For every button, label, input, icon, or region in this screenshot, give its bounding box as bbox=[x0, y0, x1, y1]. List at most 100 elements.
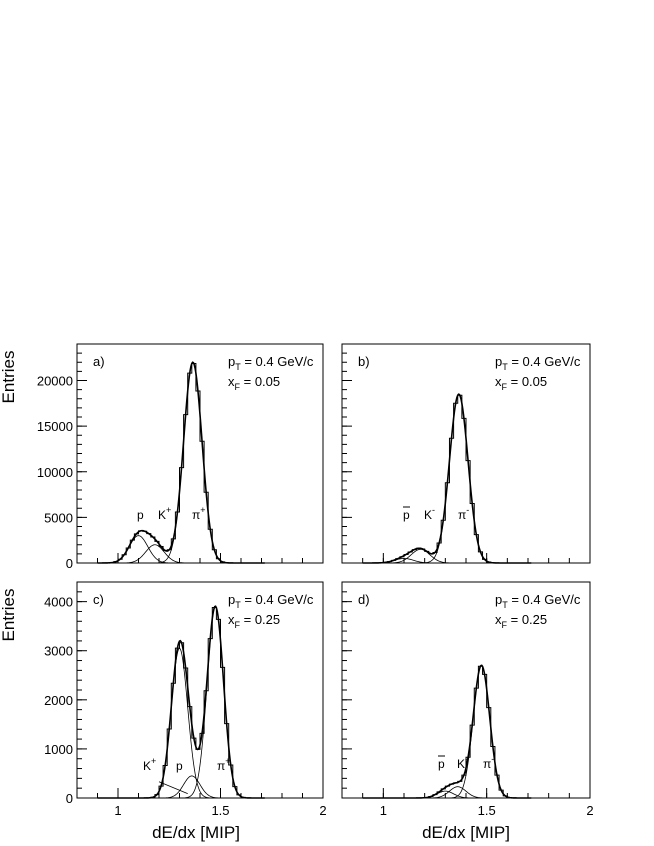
particle-symbol: K bbox=[424, 508, 432, 522]
xf-symbol: x bbox=[228, 612, 235, 627]
y-tick-label: 0 bbox=[66, 556, 73, 571]
particle-charge: - bbox=[466, 505, 469, 515]
xf-text: xF = 0.05 bbox=[228, 374, 280, 392]
xf-subscript: F bbox=[235, 620, 241, 630]
particle-symbol: π bbox=[483, 757, 491, 771]
pt-value: = 0.4 GeV/c bbox=[241, 592, 314, 607]
xf-value: = 0.25 bbox=[507, 612, 547, 627]
y-tick-label: 3000 bbox=[44, 644, 73, 659]
pt-value: = 0.4 GeV/c bbox=[508, 592, 581, 607]
panel-b: b) pT = 0.4 GeV/cxF = 0.05p K-π- bbox=[341, 343, 591, 564]
y-tick-label: 1000 bbox=[44, 742, 73, 757]
fit-component-curve bbox=[420, 786, 495, 799]
panel-a: 0 5000 10000 15000 20000 a) pT = 0.4 GeV/c xF =… bbox=[37, 343, 324, 571]
particle-symbol: p bbox=[403, 508, 410, 522]
particle-label: K+ bbox=[158, 505, 171, 522]
fit-component-curve bbox=[113, 544, 197, 564]
particle-symbol: p bbox=[137, 508, 144, 522]
particle-label: p bbox=[176, 759, 183, 773]
particle-symbol: p bbox=[438, 757, 445, 771]
xf-subscript: F bbox=[235, 382, 241, 392]
pt-subscript: T bbox=[235, 600, 241, 610]
particle-symbol: p bbox=[176, 759, 183, 773]
particle-label: π+ bbox=[217, 756, 231, 773]
xf-subscript: F bbox=[502, 382, 508, 392]
y-axis-title-bottom: Entries bbox=[0, 589, 18, 642]
x-tick-label: 2 bbox=[586, 803, 593, 818]
panel-label: c) bbox=[93, 592, 104, 607]
particle-symbol: K bbox=[143, 759, 151, 773]
x-tick-label: 1.5 bbox=[211, 803, 229, 818]
particle-label: p bbox=[403, 508, 410, 522]
y-tick-label: 2000 bbox=[44, 693, 73, 708]
x-tick-label: 1 bbox=[114, 803, 121, 818]
y-axis-title-top: Entries bbox=[0, 351, 18, 404]
pt-text: pT = 0.4 GeV/c bbox=[228, 592, 314, 610]
pt-subscript: T bbox=[502, 362, 508, 372]
x-axis-title-right: dE/dx [MIP] bbox=[422, 823, 510, 842]
xf-value: = 0.05 bbox=[507, 374, 547, 389]
fit-component-curve bbox=[151, 361, 235, 564]
particle-symbol: π bbox=[192, 508, 200, 522]
particle-charge: - bbox=[432, 505, 435, 515]
pt-text: pT = 0.4 GeV/c bbox=[228, 354, 314, 372]
fit-component-curve bbox=[416, 393, 501, 564]
total-fit-curve bbox=[362, 393, 532, 564]
fit-component-curve bbox=[142, 647, 216, 799]
xf-symbol: x bbox=[495, 374, 502, 389]
pt-symbol: p bbox=[228, 354, 235, 369]
particle-label: K+ bbox=[143, 756, 156, 773]
y-tick-label: 0 bbox=[66, 791, 73, 806]
fit-component-curve bbox=[444, 664, 518, 799]
xf-value: = 0.25 bbox=[240, 612, 280, 627]
y-tick-label: 5000 bbox=[44, 510, 73, 525]
particle-symbol: π bbox=[458, 508, 466, 522]
pt-symbol: p bbox=[495, 592, 502, 607]
pt-text: pT = 0.4 GeV/c bbox=[495, 592, 581, 610]
xf-text: xF = 0.25 bbox=[228, 612, 280, 630]
x-axis-title-left: dE/dx [MIP] bbox=[152, 823, 240, 842]
x-tick-label: 2 bbox=[319, 803, 326, 818]
y-tick-label: 15000 bbox=[37, 419, 73, 434]
pt-symbol: p bbox=[495, 354, 502, 369]
y-tick-label: 20000 bbox=[37, 374, 73, 389]
fit-component-curve bbox=[378, 548, 463, 564]
xf-text: xF = 0.25 bbox=[495, 612, 547, 630]
pt-subscript: T bbox=[502, 600, 508, 610]
xf-subscript: F bbox=[502, 620, 508, 630]
xf-value: = 0.05 bbox=[240, 374, 280, 389]
particle-symbol: π bbox=[217, 759, 225, 773]
y-tick-label: 10000 bbox=[37, 465, 73, 480]
xf-symbol: x bbox=[228, 374, 235, 389]
particle-symbol: K bbox=[457, 757, 465, 771]
histogram-steps bbox=[362, 665, 533, 799]
particle-label: p bbox=[438, 757, 445, 771]
pt-value: = 0.4 GeV/c bbox=[241, 354, 314, 369]
xf-text: xF = 0.05 bbox=[495, 374, 547, 392]
particle-symbol: K bbox=[158, 508, 166, 522]
xf-symbol: x bbox=[495, 612, 502, 627]
pt-value: = 0.4 GeV/c bbox=[508, 354, 581, 369]
pt-symbol: p bbox=[228, 592, 235, 607]
particle-label: π+ bbox=[192, 505, 206, 522]
panel-label: d) bbox=[358, 592, 370, 607]
particle-label: K- bbox=[457, 754, 468, 771]
total-fit-curve bbox=[362, 664, 532, 799]
particle-label: K- bbox=[424, 505, 435, 522]
particle-charge: - bbox=[491, 754, 494, 764]
plot-frame bbox=[76, 343, 324, 564]
total-fit-curve bbox=[97, 361, 265, 564]
particle-label: p bbox=[137, 508, 144, 522]
particle-charge: - bbox=[465, 754, 468, 764]
x-tick-label: 1 bbox=[380, 803, 387, 818]
particle-charge: + bbox=[200, 505, 205, 515]
panel-label: a) bbox=[93, 354, 105, 369]
particle-charge: + bbox=[151, 756, 156, 766]
total-fit-curve bbox=[97, 605, 265, 799]
y-tick-label: 4000 bbox=[44, 595, 73, 610]
panel-d: 1 1.5 2d) pT = 0.4 GeV/cxF = 0.25p K-π- bbox=[341, 581, 594, 818]
particle-label: π- bbox=[458, 505, 469, 522]
particle-label: π- bbox=[483, 754, 494, 771]
